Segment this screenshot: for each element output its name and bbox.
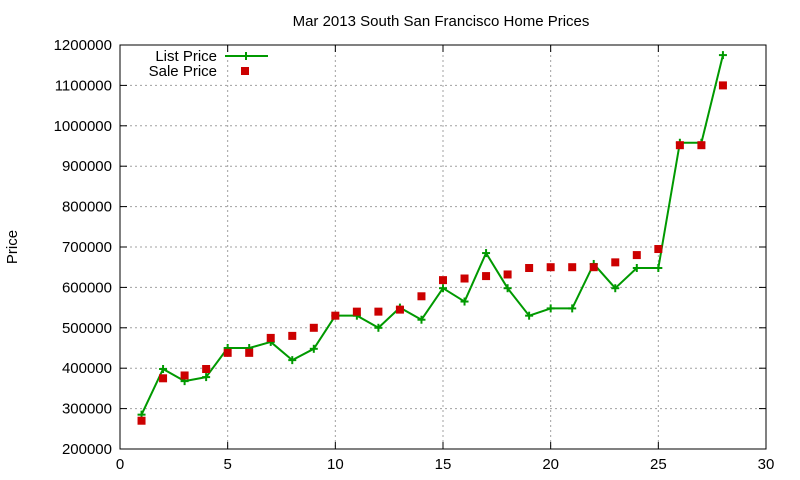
list-price-point xyxy=(503,284,512,293)
sale-price-point xyxy=(546,263,555,272)
list-price-point xyxy=(374,323,383,332)
y-tick-label: 300000 xyxy=(62,401,112,418)
sale-price-point xyxy=(352,307,361,316)
x-tick-label: 10 xyxy=(327,456,344,473)
sale-price-point xyxy=(395,305,404,314)
list-price-point xyxy=(288,356,297,365)
list-price-point xyxy=(718,51,727,60)
list-price-point xyxy=(546,304,555,313)
x-tick-label: 30 xyxy=(758,456,775,473)
chart-title: Mar 2013 South San Francisco Home Prices xyxy=(293,13,590,30)
legend-cross-marker xyxy=(242,52,250,60)
list-price-point xyxy=(568,304,577,313)
sale-price-point xyxy=(288,331,297,340)
legend-label-sale-price: Sale Price xyxy=(149,63,217,80)
sale-price-point xyxy=(568,263,577,272)
list-price-point xyxy=(202,373,211,382)
y-tick-label: 200000 xyxy=(62,441,112,458)
sale-price-point xyxy=(331,311,340,320)
y-tick-label: 1200000 xyxy=(54,37,112,54)
sale-price-point xyxy=(417,292,426,301)
sale-price-point xyxy=(137,416,146,425)
sale-price-point xyxy=(697,141,706,150)
x-tick-label: 20 xyxy=(542,456,559,473)
y-tick-label: 600000 xyxy=(62,279,112,296)
list-price-point xyxy=(525,311,534,320)
sale-price-point xyxy=(439,276,447,285)
x-tick-label: 15 xyxy=(435,456,452,473)
list-price-point xyxy=(460,297,469,306)
sale-price-point xyxy=(460,274,469,283)
x-tick-label: 25 xyxy=(650,456,667,473)
y-axis-label: Price xyxy=(4,230,21,264)
y-tick-label: 700000 xyxy=(62,239,112,256)
sale-price-point xyxy=(223,348,232,357)
y-tick-label: 1000000 xyxy=(54,118,112,135)
sale-price-point xyxy=(654,245,663,254)
series-layer xyxy=(137,51,727,425)
list-price-line xyxy=(140,54,724,416)
x-tick-label: 0 xyxy=(116,456,124,473)
list-price-point xyxy=(309,344,318,353)
legend-marker-list-price xyxy=(242,52,250,60)
list-price-point xyxy=(654,264,663,273)
sale-price-point xyxy=(525,264,534,273)
list-price-point xyxy=(482,249,491,258)
sale-price-point xyxy=(718,81,727,90)
sale-price-point xyxy=(266,333,275,342)
list-price-point xyxy=(632,264,641,273)
y-tick-label: 900000 xyxy=(62,158,112,175)
sale-price-point xyxy=(675,141,684,150)
sale-price-point xyxy=(245,348,254,357)
legend-marker-sale-price xyxy=(241,67,249,75)
sale-price-point xyxy=(159,374,168,383)
list-price-point xyxy=(159,365,168,374)
sale-price-point xyxy=(374,307,383,316)
y-tick-label: 500000 xyxy=(62,320,112,337)
sale-price-point xyxy=(503,270,512,279)
sale-price-point xyxy=(482,272,491,281)
sale-price-point xyxy=(632,251,641,260)
y-tick-label: 800000 xyxy=(62,199,112,216)
list-price-point xyxy=(611,284,620,293)
tick-labels: 200000 300000 400000 500000 600000 700000 8000… xyxy=(54,37,775,473)
y-tick-label: 1100000 xyxy=(55,77,112,94)
list-price-point xyxy=(417,315,426,324)
sale-price-point xyxy=(309,323,318,332)
grid-lines xyxy=(120,45,766,449)
sale-price-point xyxy=(202,365,211,374)
y-tick-label: 400000 xyxy=(62,360,112,377)
legend-label-list-price: List Price xyxy=(155,48,217,65)
plot-area-border xyxy=(119,44,767,450)
sale-price-point xyxy=(611,258,620,267)
sale-price-point xyxy=(180,371,189,380)
legend: List Price Sale Price xyxy=(149,48,268,80)
sale-price-point xyxy=(589,263,598,272)
x-tick-label: 5 xyxy=(223,456,231,473)
list-price-point xyxy=(439,284,447,293)
